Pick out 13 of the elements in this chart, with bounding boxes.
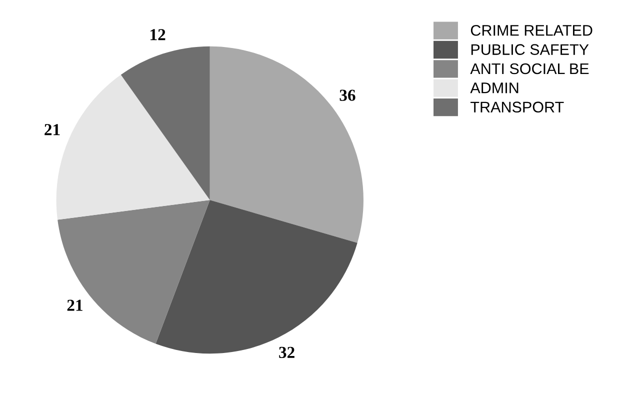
pie-slice	[58, 200, 210, 344]
legend-label: CRIME RELATED	[470, 24, 592, 36]
legend-label: ADMIN	[470, 82, 518, 94]
legend-label: ANTI SOCIAL BE	[470, 63, 589, 74]
pie-slice	[210, 46, 364, 243]
data-label: 32	[279, 346, 294, 358]
data-label: 21	[44, 124, 60, 136]
data-label: 21	[67, 300, 82, 311]
data-label: 36	[340, 90, 356, 101]
pie-slice	[120, 46, 210, 200]
legend-label: PUBLIC SAFETY	[471, 44, 589, 55]
data-label: 12	[150, 29, 166, 40]
legend-label: TRANSPORT	[470, 102, 564, 112]
